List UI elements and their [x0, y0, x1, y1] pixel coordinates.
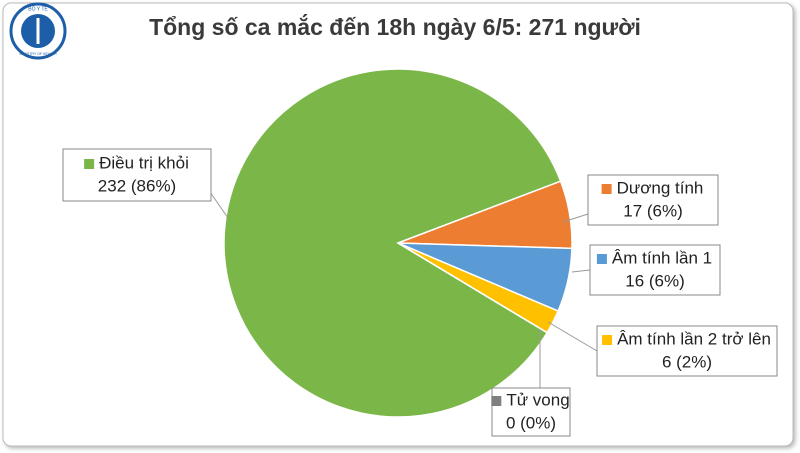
logo: BỘ Y TẾ MINISTRY OF HEALTH	[9, 2, 67, 60]
legend-key	[596, 254, 607, 264]
logo-bottom: MINISTRY OF HEALTH	[20, 52, 57, 56]
category-label: Âm tính lần 2 trở lên	[617, 329, 771, 348]
category-label: Dương tính	[617, 178, 704, 197]
legend-key	[602, 335, 613, 345]
logo-top: BỘ Y TẾ	[28, 5, 48, 12]
leader-line	[562, 213, 589, 223]
data-label: Dương tính 17 (6%)	[562, 174, 719, 226]
legend-key	[84, 159, 95, 169]
leader-line	[571, 269, 591, 273]
leader-line	[547, 321, 598, 352]
data-label: Tử vong 0 (0%)	[491, 330, 571, 437]
value-label: 16 (6%)	[625, 271, 685, 290]
value-label: 17 (6%)	[623, 201, 683, 220]
pie-slice	[397, 242, 560, 334]
value-label: 232 (86%)	[98, 176, 176, 195]
label-box	[587, 174, 719, 226]
category-label: Tử vong	[506, 390, 569, 409]
label-box	[62, 148, 212, 202]
value-label: 0 (0%)	[506, 413, 556, 432]
legend-key	[601, 184, 612, 194]
category-label: Âm tính lần 1	[612, 248, 712, 267]
leader-line	[209, 191, 229, 219]
data-label: Âm tính lần 1 16 (6%)	[571, 244, 721, 296]
value-label: 6 (2%)	[662, 352, 712, 371]
data-label: Âm tính lần 2 trở lên 6 (2%)	[547, 321, 778, 377]
category-label: Điều trị khỏi	[99, 153, 189, 172]
chart-title: Tổng số ca mắc đến 18h ngày 6/5: 271 ngư…	[149, 13, 641, 40]
label-box	[589, 244, 721, 296]
label-box	[596, 325, 778, 377]
logo-staff	[36, 18, 40, 44]
data-label: Điều trị khỏi 232 (86%)	[62, 148, 229, 219]
legend-key	[491, 396, 502, 406]
pie-slice	[223, 68, 562, 418]
label-box	[491, 387, 571, 437]
